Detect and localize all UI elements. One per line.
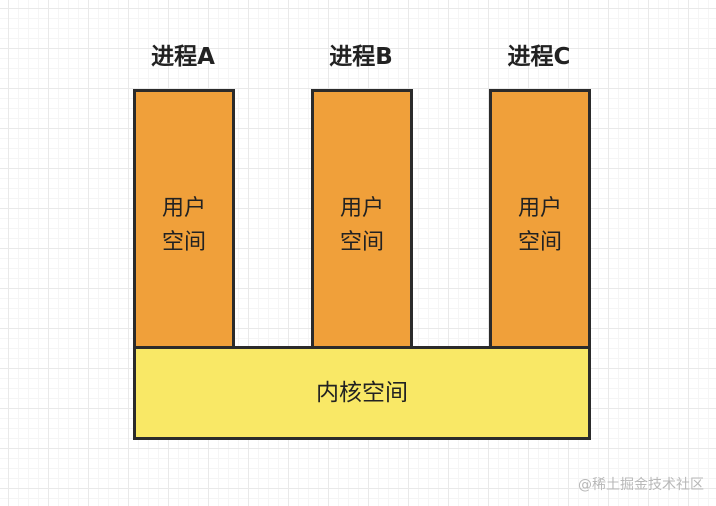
watermark: @稀土掘金技术社区 [578,477,704,493]
user-space-a-label: 用户 空间 [136,192,232,260]
user-space-c: 用户 空间 [489,89,591,352]
user-space-a-line2: 空间 [161,230,206,255]
user-space-c-line1: 用户 [517,196,562,221]
kernel-space-label: 内核空间 [316,380,408,406]
process-label-a: 进程A [151,44,215,70]
process-label-b: 进程B [329,44,393,70]
user-space-b-line1: 用户 [339,196,384,221]
user-space-b-line2: 空间 [339,230,384,255]
user-space-c-line2: 空间 [517,230,562,255]
user-space-b-label: 用户 空间 [314,192,410,260]
process-label-c: 进程C [507,44,571,70]
user-space-a-line1: 用户 [161,196,206,221]
user-space-a: 用户 空间 [133,89,235,352]
user-space-b: 用户 空间 [311,89,413,352]
kernel-space: 内核空间 [133,346,591,440]
user-space-c-label: 用户 空间 [492,192,588,260]
